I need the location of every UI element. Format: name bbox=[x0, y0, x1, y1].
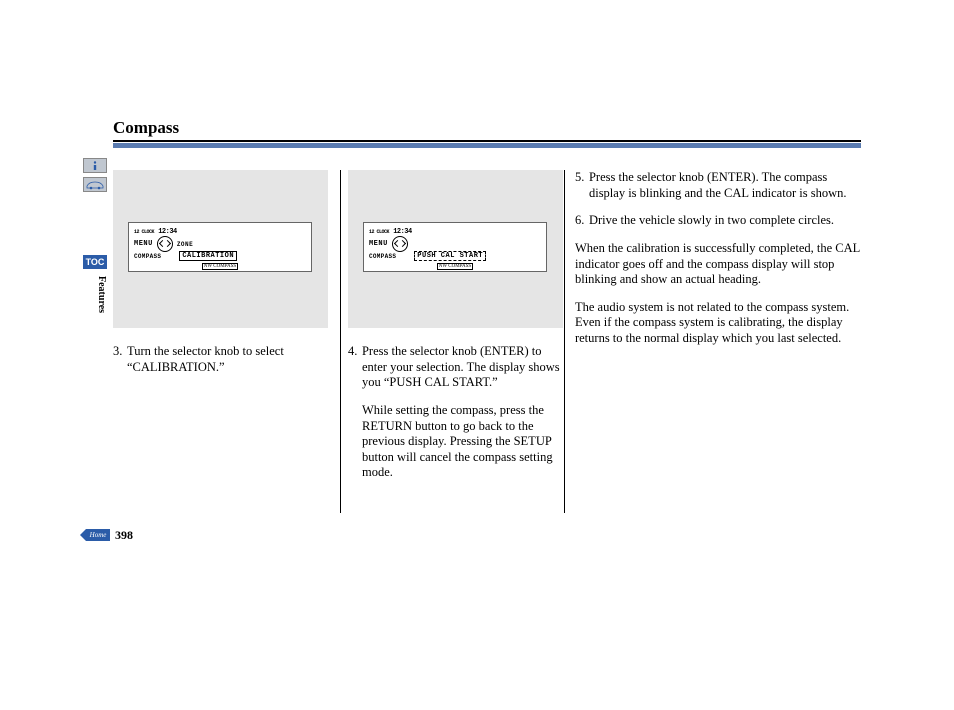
column-1: 12 CLOCK 12:34 MENU ZONE COMPASS CALIBRA… bbox=[113, 170, 330, 481]
instruction-step: 4. Press the selector knob (ENTER) to en… bbox=[348, 344, 565, 391]
column-2: 12 CLOCK 12:34 MENU COMPASS PUSH CAL STA… bbox=[348, 170, 565, 481]
instruction-step: 5. Press the selector knob (ENTER). The … bbox=[575, 170, 861, 201]
step-text: Drive the vehicle slowly in two complete… bbox=[589, 213, 834, 229]
lcd-selection: PUSH CAL START bbox=[414, 251, 486, 261]
step-number: 6. bbox=[575, 213, 589, 229]
info-icon[interactable] bbox=[83, 158, 107, 173]
lcd-bottom-indicator: NW COMPASS bbox=[369, 264, 541, 269]
lcd-time: 12:34 bbox=[158, 228, 177, 236]
lcd-menu-label: MENU bbox=[134, 240, 153, 248]
lcd-menu-label: MENU bbox=[369, 240, 388, 248]
step-number: 3. bbox=[113, 344, 127, 375]
step-text: Press the selector knob (ENTER) to enter… bbox=[362, 344, 565, 391]
paragraph: When the calibration is successfully com… bbox=[575, 241, 861, 288]
column-3: 5. Press the selector knob (ENTER). The … bbox=[575, 170, 861, 481]
display-illustration: 12 CLOCK 12:34 MENU COMPASS PUSH CAL STA… bbox=[348, 170, 563, 328]
instruction-step: 3. Turn the selector knob to select “CAL… bbox=[113, 344, 330, 375]
lcd-clock-label: 12 CLOCK bbox=[369, 229, 389, 235]
section-label: Features bbox=[96, 276, 107, 313]
columns-container: 12 CLOCK 12:34 MENU ZONE COMPASS CALIBRA… bbox=[113, 170, 861, 481]
lcd-screen: 12 CLOCK 12:34 MENU ZONE COMPASS CALIBRA… bbox=[128, 222, 312, 272]
toc-badge[interactable]: TOC bbox=[83, 255, 107, 269]
home-badge[interactable]: Home bbox=[86, 529, 110, 541]
page-title: Compass bbox=[113, 118, 179, 138]
lcd-compass-label: COMPASS bbox=[134, 253, 161, 260]
lcd-screen: 12 CLOCK 12:34 MENU COMPASS PUSH CAL STA… bbox=[363, 222, 547, 272]
page-number: 398 bbox=[115, 528, 133, 543]
step-number: 4. bbox=[348, 344, 362, 391]
lcd-bottom-indicator: NW COMPASS bbox=[134, 264, 306, 269]
step-text: Press the selector knob (ENTER). The com… bbox=[589, 170, 861, 201]
lcd-time: 12:34 bbox=[393, 228, 412, 236]
knob-icon bbox=[157, 236, 173, 252]
step-number: 5. bbox=[575, 170, 589, 201]
lcd-selection: CALIBRATION bbox=[179, 251, 237, 261]
title-rule-blue bbox=[113, 143, 861, 148]
paragraph: The audio system is not related to the c… bbox=[575, 300, 861, 347]
knob-icon bbox=[392, 236, 408, 252]
paragraph: While setting the compass, press the RET… bbox=[362, 403, 565, 481]
title-rule-thick bbox=[113, 140, 861, 142]
step-text: Turn the selector knob to select “CALIBR… bbox=[127, 344, 330, 375]
lcd-compass-label: COMPASS bbox=[369, 253, 396, 260]
lcd-clock-label: 12 CLOCK bbox=[134, 229, 154, 235]
display-illustration: 12 CLOCK 12:34 MENU ZONE COMPASS CALIBRA… bbox=[113, 170, 328, 328]
instruction-step: 6. Drive the vehicle slowly in two compl… bbox=[575, 213, 861, 229]
lcd-zone-label: ZONE bbox=[177, 241, 193, 248]
car-icon[interactable] bbox=[83, 177, 107, 192]
